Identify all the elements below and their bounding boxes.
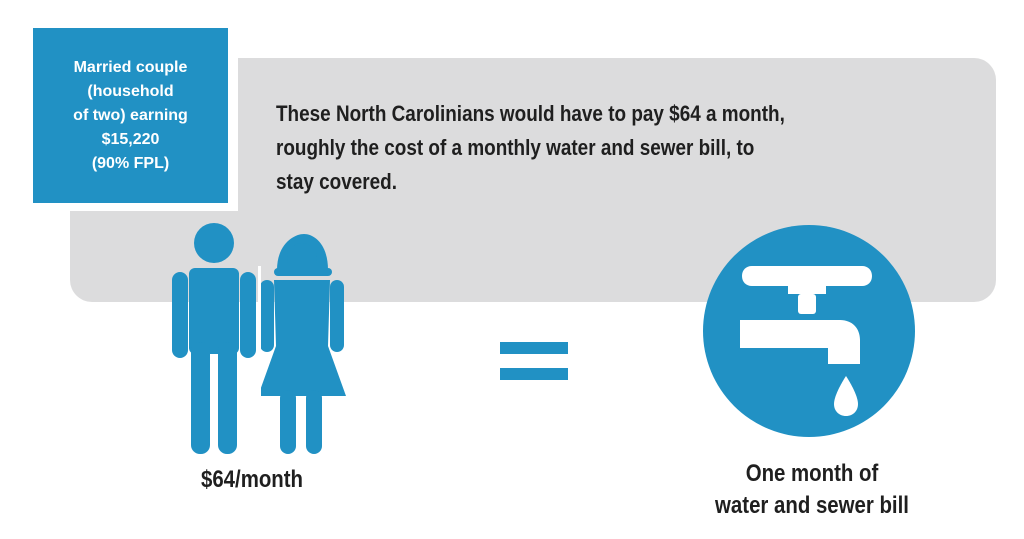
caption-line: water and sewer bill: [715, 492, 909, 519]
woman-figure: [258, 234, 346, 454]
monthly-price-label: $64/month: [200, 466, 304, 493]
household-info-box: Married couple (household of two) earnin…: [33, 28, 228, 203]
married-couple-icon: [172, 223, 346, 456]
water-faucet-icon: [703, 225, 915, 437]
headline-line: These North Carolinians would have to pa…: [276, 101, 785, 126]
info-line: (90% FPL): [91, 154, 170, 172]
equals-icon: [500, 342, 568, 380]
headline-text: These North Carolinians would have to pa…: [276, 97, 785, 199]
headline-line: stay covered.: [276, 169, 397, 194]
info-line: of two) earning: [73, 106, 188, 124]
faucet-caption: One month of water and sewer bill: [702, 458, 923, 522]
info-line: Married couple: [73, 58, 188, 76]
info-line: $15,220: [101, 130, 160, 148]
headline-line: roughly the cost of a monthly water and …: [276, 135, 755, 160]
info-line: (household: [87, 82, 174, 100]
man-figure: [172, 268, 256, 454]
man-head: [194, 223, 234, 263]
caption-line: One month of: [745, 460, 879, 487]
